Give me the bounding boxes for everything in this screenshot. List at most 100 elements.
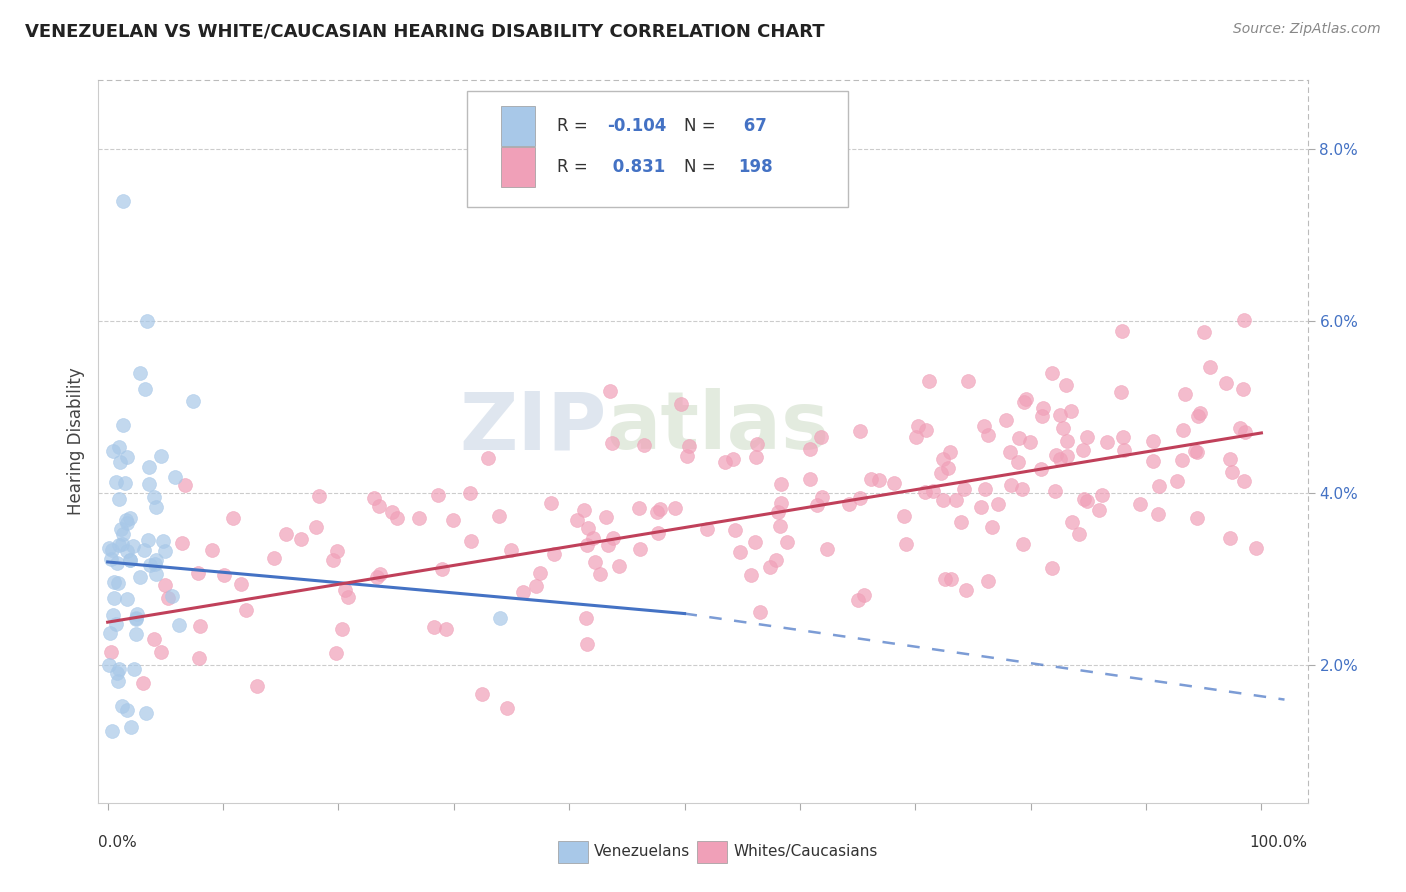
Text: 0.831: 0.831 bbox=[607, 158, 665, 176]
Point bbox=[150, 449, 173, 463]
Text: R =: R = bbox=[557, 117, 593, 135]
Point bbox=[336, 590, 359, 604]
Point bbox=[1059, 404, 1081, 418]
Point bbox=[387, 511, 409, 525]
Point bbox=[973, 419, 995, 434]
Point bbox=[627, 501, 650, 516]
Point bbox=[744, 534, 766, 549]
Point bbox=[1071, 442, 1094, 457]
Point bbox=[1052, 421, 1074, 435]
Point bbox=[1233, 475, 1256, 489]
Point bbox=[565, 513, 588, 527]
Point bbox=[1142, 454, 1164, 468]
Point bbox=[201, 542, 224, 557]
Point bbox=[1233, 425, 1256, 439]
Point bbox=[139, 558, 162, 573]
Point bbox=[103, 575, 125, 590]
Point bbox=[326, 544, 349, 558]
Text: ZIP: ZIP bbox=[458, 388, 606, 467]
Point bbox=[276, 527, 298, 541]
Point bbox=[125, 612, 148, 626]
Point bbox=[246, 679, 269, 693]
Point bbox=[117, 591, 139, 606]
Point bbox=[987, 498, 1010, 512]
Text: N =: N = bbox=[683, 158, 720, 176]
Point bbox=[745, 436, 768, 450]
Point bbox=[101, 724, 124, 739]
Point bbox=[1040, 366, 1063, 380]
Point bbox=[263, 551, 285, 566]
Point bbox=[647, 525, 669, 540]
Point bbox=[115, 702, 138, 716]
Y-axis label: Hearing Disability: Hearing Disability bbox=[66, 368, 84, 516]
Point bbox=[115, 544, 138, 558]
Point bbox=[648, 502, 671, 516]
Point bbox=[153, 544, 176, 558]
Point bbox=[471, 687, 494, 701]
Point bbox=[974, 482, 997, 496]
Point bbox=[582, 531, 605, 545]
Point bbox=[426, 488, 449, 502]
Point bbox=[366, 569, 388, 583]
Point bbox=[602, 531, 624, 545]
Point bbox=[1007, 455, 1029, 469]
Point bbox=[188, 619, 211, 633]
Point bbox=[1029, 462, 1052, 476]
Point bbox=[1043, 483, 1066, 498]
Point bbox=[143, 557, 166, 571]
Point bbox=[671, 397, 693, 411]
Point bbox=[127, 607, 149, 622]
Point bbox=[132, 675, 155, 690]
Point bbox=[810, 490, 832, 504]
Point bbox=[222, 511, 245, 525]
Point bbox=[529, 566, 551, 581]
Point bbox=[765, 553, 787, 567]
Point bbox=[1008, 431, 1031, 445]
Point bbox=[815, 541, 838, 556]
Point bbox=[1015, 392, 1038, 406]
Point bbox=[932, 493, 955, 508]
Point bbox=[929, 466, 952, 480]
Point bbox=[1095, 434, 1118, 449]
Text: 100.0%: 100.0% bbox=[1250, 835, 1308, 850]
Point bbox=[1056, 434, 1078, 448]
Point bbox=[98, 657, 121, 672]
FancyBboxPatch shape bbox=[467, 91, 848, 207]
Point bbox=[1114, 443, 1136, 458]
Point bbox=[1170, 453, 1192, 467]
Point bbox=[120, 553, 142, 567]
Point bbox=[609, 558, 631, 573]
Point bbox=[894, 537, 917, 551]
Point bbox=[1111, 324, 1133, 338]
Point bbox=[770, 496, 793, 510]
Point bbox=[628, 542, 651, 557]
Point bbox=[572, 503, 595, 517]
Point bbox=[1187, 445, 1209, 459]
Point bbox=[583, 555, 606, 569]
Text: VENEZUELAN VS WHITE/CAUCASIAN HEARING DISABILITY CORRELATION CHART: VENEZUELAN VS WHITE/CAUCASIAN HEARING DI… bbox=[25, 22, 825, 40]
Point bbox=[187, 566, 209, 580]
Point bbox=[363, 491, 385, 505]
Point bbox=[1188, 406, 1211, 420]
Text: Venezuelans: Venezuelans bbox=[595, 845, 690, 859]
Point bbox=[915, 424, 938, 438]
Point bbox=[799, 442, 821, 456]
Point bbox=[124, 611, 146, 625]
Point bbox=[132, 543, 155, 558]
Point bbox=[1244, 541, 1267, 555]
Point bbox=[108, 455, 131, 469]
Point bbox=[1011, 482, 1033, 496]
Point bbox=[1187, 409, 1209, 424]
Point bbox=[111, 537, 134, 551]
Point bbox=[1199, 360, 1222, 375]
Point bbox=[1184, 444, 1206, 458]
Point bbox=[489, 611, 512, 625]
Point bbox=[100, 645, 122, 659]
Point bbox=[676, 449, 699, 463]
Point bbox=[977, 574, 1000, 589]
Point bbox=[1219, 531, 1241, 545]
Point bbox=[325, 647, 347, 661]
Point bbox=[953, 482, 976, 496]
Point bbox=[408, 511, 430, 525]
Point bbox=[932, 451, 955, 466]
